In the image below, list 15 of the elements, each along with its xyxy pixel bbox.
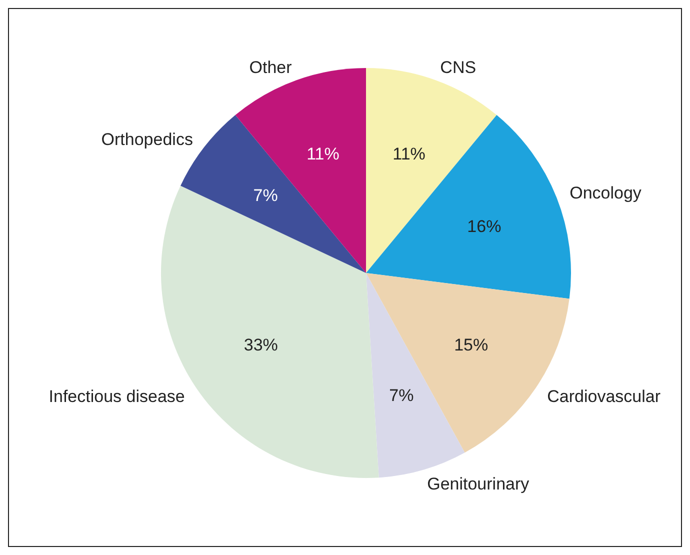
data-label: 11% xyxy=(392,144,426,164)
slice-label: Other xyxy=(249,58,292,77)
slice-label: Genitourinary xyxy=(427,474,530,494)
slice-label: Oncology xyxy=(570,183,642,202)
pie-slice xyxy=(366,115,571,299)
data-label: 15% xyxy=(454,335,488,354)
data-label: 7% xyxy=(253,186,278,206)
slice-label: Infectious disease xyxy=(48,387,185,406)
data-label: 16% xyxy=(467,217,502,236)
data-label: 11% xyxy=(306,144,340,164)
slice-label: Cardiovascular xyxy=(547,387,661,406)
slice-label: CNS xyxy=(440,58,476,77)
data-label: 7% xyxy=(389,386,414,406)
data-label: 33% xyxy=(244,335,278,354)
slice-label: Orthopedics xyxy=(101,130,193,149)
